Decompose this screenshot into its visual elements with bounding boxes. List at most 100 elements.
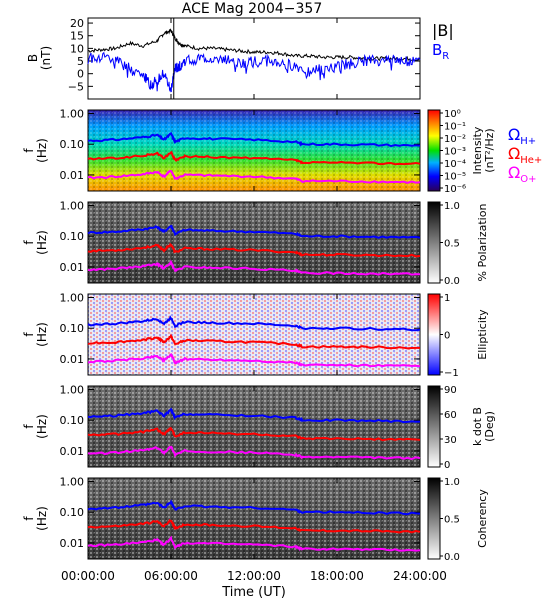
x-tick-label: 24:00:00	[393, 569, 447, 583]
panel-coherency-axes: 1.00 0.10 0.01 f(Hz)	[22, 476, 421, 552]
chart-title: ACE Mag 2004−357	[182, 1, 322, 17]
colorbar-tick-label: 1.0	[444, 201, 460, 212]
gyro-line-H	[87, 499, 421, 516]
x-tick-label: 18:00:00	[310, 569, 364, 583]
x-tick-label: 06:00:00	[144, 569, 198, 583]
gyro-line-O	[87, 535, 421, 552]
freq-tick-label: 0.01	[60, 261, 85, 274]
freq-tick-label: 0.01	[60, 445, 85, 458]
legend-omega-o-sub: O+	[520, 174, 536, 185]
line-y-tick-label: 10	[70, 42, 84, 55]
gyro-line-O	[87, 169, 421, 184]
freq-tick-label: 1.00	[60, 476, 85, 489]
intensity-panel	[87, 109, 421, 192]
panel-polarization-y-label: f(Hz)	[22, 230, 49, 255]
line-y-label: B(nT)	[26, 46, 53, 70]
colorbar-tick-label: 10⁻⁶	[444, 184, 466, 195]
legend-omega-h-main: Ω	[508, 125, 520, 144]
freq-tick-label: 0.10	[60, 414, 85, 427]
colorbar-intensity-scale	[427, 109, 441, 192]
gyro-line-H	[87, 407, 421, 424]
line-y-tick-label: 20	[70, 17, 84, 30]
colorbar-intensity: 10⁰ 10⁻¹10⁻² 10⁻³10⁻⁴ 10⁻⁵10⁻⁶ Intensity(nT²…	[427, 109, 496, 195]
x-tick-label: 12:00:00	[227, 569, 281, 583]
gyro-line-H	[87, 315, 421, 332]
colorbar-k-dot-b-label: k dot B(Deg)	[471, 407, 496, 446]
freq-tick-label: 0.01	[60, 537, 85, 550]
gyro-line-O	[87, 353, 421, 368]
panel-k-dot-b-axes: 1.00 0.10 0.01 f(Hz)	[22, 384, 421, 461]
panel-k-dot-b-y-label: f(Hz)	[22, 414, 49, 439]
freq-tick-label: 0.01	[60, 353, 85, 366]
legend-b-magnitude: |B|	[432, 21, 454, 40]
freq-tick-label: 1.00	[60, 200, 85, 213]
coherency-texture	[88, 478, 420, 559]
colorbar-coherency: 1.0 0.5 0.0 Coherency	[427, 477, 489, 563]
colorbar-coherency-scale	[427, 477, 441, 560]
kdotb-panel	[87, 385, 421, 468]
gyro-line-H	[87, 132, 421, 148]
panel-intensity-y-label: f(Hz)	[22, 138, 49, 163]
colorbar-polarization: 1.0 0.5 0.0 % Polarization	[427, 201, 489, 287]
colorbar-tick-label: 10⁰	[444, 109, 461, 120]
ellipticity-texture	[88, 294, 420, 375]
panel-intensity-axes: 1.00 0.10 0.01 f(Hz)	[22, 108, 421, 184]
colorbar-tick-label: 1.0	[444, 477, 460, 488]
colorbar-intensity-label: Intensity(nT²/Hz)	[471, 126, 496, 174]
intensity-texture	[88, 110, 420, 191]
colorbar-tick-label: 10⁻³	[444, 147, 466, 158]
gyro-line-He	[87, 519, 421, 534]
legend-omega-he-sub: He+	[520, 155, 542, 166]
colorbar-tick-label: 0.5	[444, 515, 460, 526]
colorbar-ellipticity-label: Ellipticity	[476, 309, 489, 360]
colorbar-tick-label: 60	[444, 410, 457, 421]
colorbar-coherency-label: Coherency	[476, 489, 489, 548]
legend-omega-h: ΩH+	[508, 125, 536, 147]
legend-omega-o: ΩO+	[508, 163, 536, 185]
line-y-tick-label: 0	[77, 68, 84, 81]
gyro-line-O	[87, 445, 421, 461]
gyro-line-He	[87, 333, 421, 350]
x-tick-label: 00:00:00	[61, 569, 115, 583]
legend-omega-o-main: Ω	[508, 163, 520, 182]
colorbar-tick-label: 10⁻²	[444, 134, 466, 145]
colorbar-tick-label: 0.5	[444, 239, 460, 250]
freq-tick-label: 1.00	[60, 292, 85, 305]
colorbar-tick-label: 10⁻⁴	[444, 159, 466, 170]
colorbar-tick-label: 10⁻⁵	[444, 172, 466, 183]
colorbar-tick-label: 10⁻¹	[444, 122, 466, 133]
ellipticity-panel	[87, 293, 421, 376]
colorbar-tick-label: 90	[444, 385, 457, 396]
colorbar-k-dot-b-scale	[427, 385, 441, 468]
panel-coherency-y-label: f(Hz)	[22, 506, 49, 531]
colorbar-ellipticity: 1 0 −1 Ellipticity	[427, 293, 489, 379]
colorbar-polarization-scale	[427, 201, 441, 284]
freq-tick-label: 0.10	[60, 322, 85, 335]
legend-omega-he-main: Ω	[508, 144, 520, 163]
freq-tick-label: 0.10	[60, 138, 85, 151]
coherency-panel	[87, 477, 421, 560]
line-series-group	[87, 18, 421, 99]
kdotb-texture	[88, 386, 420, 467]
line-y-tick-label: 5	[77, 55, 84, 68]
x-axis-label: Time (UT)	[221, 585, 286, 600]
gyro-line-He	[87, 242, 421, 258]
legend-b-radial: BR	[432, 41, 449, 62]
panel-ellipticity-axes: 1.00 0.10 0.01 f(Hz)	[22, 292, 421, 368]
line-series-b-magnitude	[87, 28, 421, 62]
freq-tick-label: 1.00	[60, 108, 85, 121]
legend-omega-he: ΩHe+	[508, 144, 542, 166]
freq-tick-label: 1.00	[60, 384, 85, 397]
colorbar-tick-label: 1	[444, 293, 450, 304]
line-y-tick-label: −5	[68, 80, 84, 93]
colorbar-tick-label: 30	[444, 435, 457, 446]
colorbar-tick-label: −1	[444, 368, 459, 379]
polarization-panel	[87, 201, 421, 284]
colorbar-tick-label: 0.0	[444, 552, 460, 563]
legend-b-radial-main: B	[432, 41, 442, 59]
freq-tick-label: 0.01	[60, 169, 85, 182]
gyro-line-He	[87, 427, 421, 442]
x-axis: 00:00:00 06:00:00 12:00:00 18:00:00 24:00:00	[61, 18, 447, 583]
